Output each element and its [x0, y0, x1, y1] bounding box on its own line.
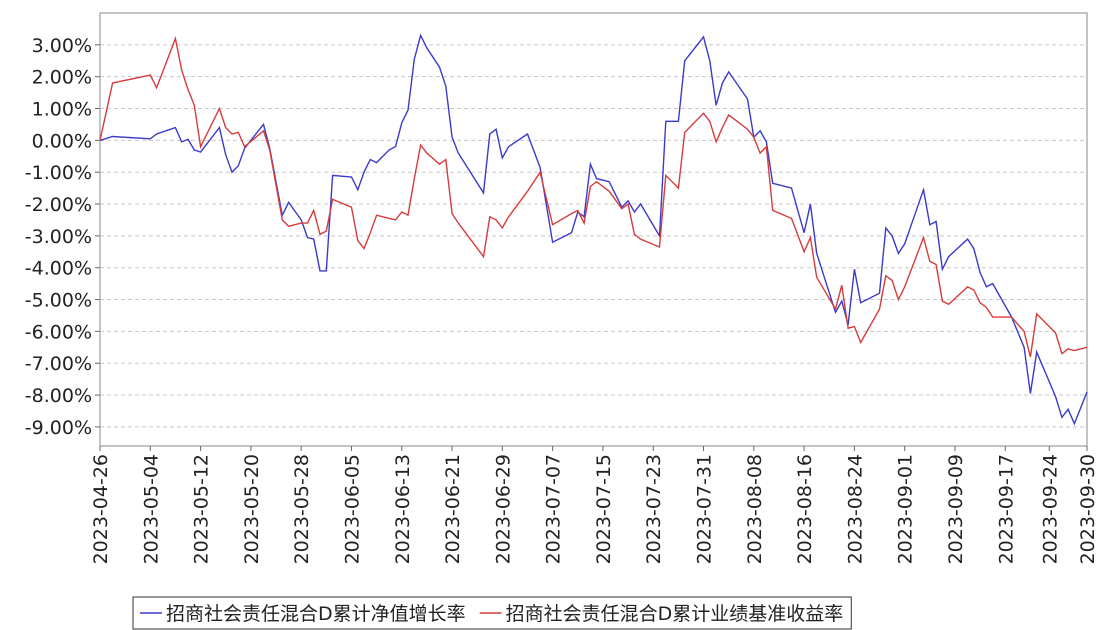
- data-line: [99, 35, 1088, 358]
- data-line: [99, 33, 1088, 426]
- x-tick-label: 2023-07-15: [593, 454, 615, 564]
- x-tick-label: 2023-05-04: [140, 454, 162, 564]
- x-tick-label: 2023-06-05: [341, 454, 363, 564]
- y-tick-label: -1.00%: [25, 162, 92, 184]
- legend: 招商社会责任混合D累计净值增长率 招商社会责任混合D累计业绩基准收益率: [132, 596, 852, 630]
- x-tick-label: 2023-09-09: [945, 454, 967, 564]
- x-tick-label: 2023-08-08: [744, 454, 766, 564]
- x-tick-label: 2023-05-20: [241, 454, 263, 564]
- y-tick-label: -5.00%: [25, 290, 92, 312]
- x-tick-label: 2023-09-30: [1077, 454, 1098, 564]
- x-tick-label: 2023-06-21: [442, 454, 464, 564]
- y-tick-label: -6.00%: [25, 321, 92, 343]
- x-tick-label: 2023-07-07: [543, 454, 565, 564]
- x-tick-label: 2023-08-24: [844, 454, 866, 564]
- legend-label: 招商社会责任混合D累计净值增长率: [166, 603, 466, 625]
- x-tick-label: 2023-04-26: [90, 454, 112, 564]
- x-tick-label: 2023-08-16: [794, 454, 816, 564]
- y-tick-label: -2.00%: [25, 194, 92, 216]
- x-tick-label: 2023-09-01: [895, 454, 917, 564]
- y-tick-label: 1.00%: [32, 99, 92, 121]
- x-tick-label: 2023-09-17: [995, 454, 1017, 564]
- y-tick-label: 3.00%: [32, 35, 92, 57]
- y-tick-label: -4.00%: [25, 258, 92, 280]
- legend-label: 招商社会责任混合D累计业绩基准收益率: [506, 603, 844, 625]
- y-tick-label: 0.00%: [32, 130, 92, 152]
- y-tick-label: -8.00%: [25, 385, 92, 407]
- x-tick-label: 2023-07-23: [643, 454, 665, 564]
- x-tick-label: 2023-09-24: [1039, 454, 1061, 564]
- y-tick-label: -3.00%: [25, 226, 92, 248]
- x-tick-label: 2023-07-31: [694, 454, 716, 564]
- y-tick-label: -7.00%: [25, 353, 92, 375]
- y-tick-label: -9.00%: [25, 417, 92, 439]
- x-tick-label: 2023-06-29: [492, 454, 514, 564]
- x-tick-label: 2023-06-13: [392, 454, 414, 564]
- x-tick-label: 2023-05-12: [191, 454, 213, 564]
- x-tick-label: 2023-05-28: [291, 454, 313, 564]
- plot-area: [99, 12, 1088, 447]
- y-tick-label: 2.00%: [32, 67, 92, 89]
